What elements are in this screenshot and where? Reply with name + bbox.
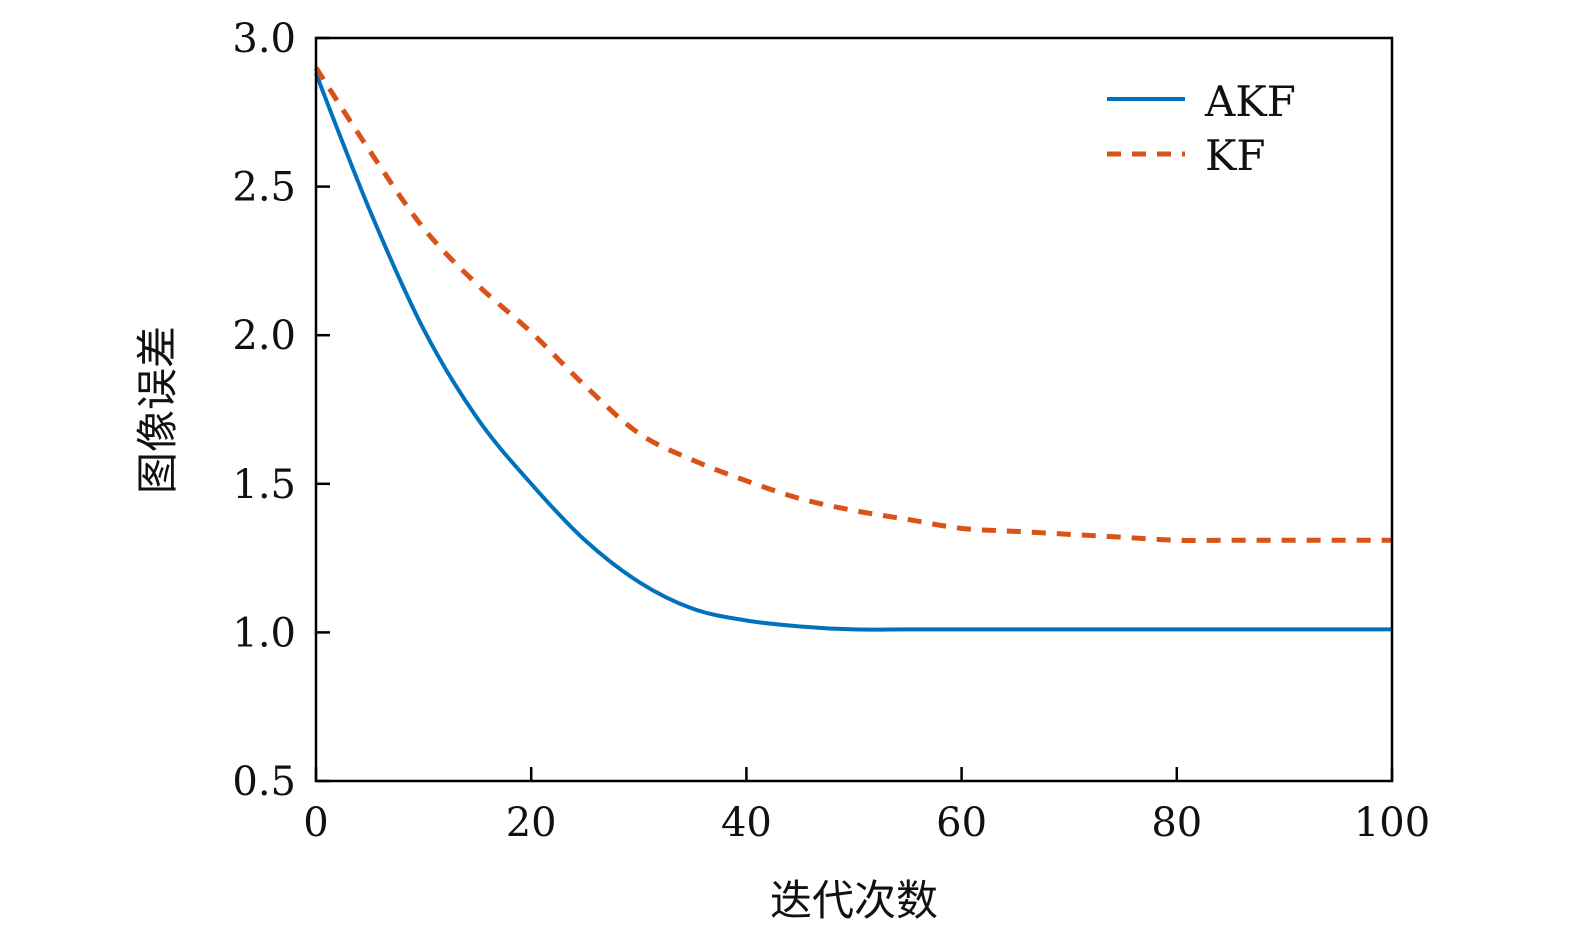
x-tick-label: 0 [303, 800, 328, 846]
y-axis: 0.5 1.0 1.5 2.0 2.5 3.0 [232, 16, 330, 805]
x-axis-label: 迭代次数 [770, 876, 938, 925]
x-tick-label: 100 [1354, 800, 1430, 846]
x-tick-label: 20 [506, 800, 557, 846]
x-tick-label: 80 [1151, 800, 1202, 846]
plot-frame [314, 36, 1394, 783]
series-layer [313, 66, 1392, 632]
y-tick-label: 1.0 [232, 610, 296, 656]
x-tick-label: 60 [936, 800, 987, 846]
legend-label-akf: AKF [1204, 77, 1296, 126]
y-tick-label: 1.5 [232, 462, 296, 508]
series-line-akf [314, 72, 1392, 632]
legend: AKF KF [1107, 77, 1296, 180]
legend-label-kf: KF [1205, 131, 1266, 180]
y-axis-label: 图像误差 [133, 326, 182, 494]
x-axis: 0 20 40 60 80 100 [303, 767, 1430, 846]
y-tick-label: 2.5 [232, 165, 296, 211]
x-tick-label: 40 [721, 800, 772, 846]
y-tick-label: 3.0 [232, 16, 296, 62]
y-tick-label: 0.5 [232, 759, 296, 805]
y-tick-label: 2.0 [232, 313, 296, 359]
